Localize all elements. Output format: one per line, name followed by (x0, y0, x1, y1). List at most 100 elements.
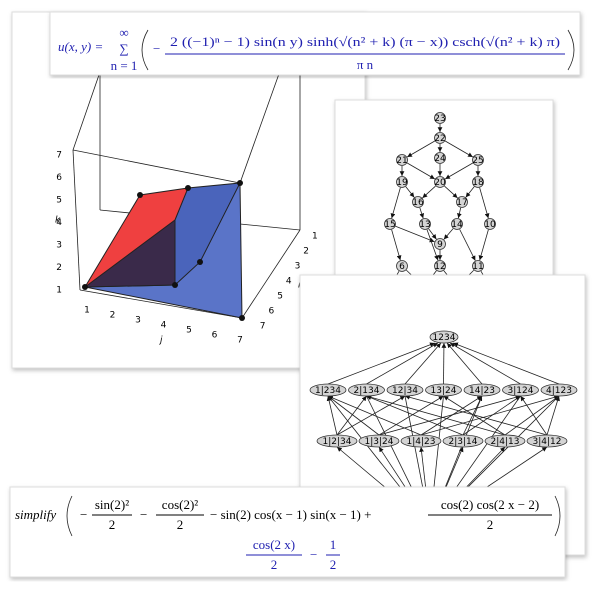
minus: − (80, 507, 87, 522)
paren (554, 495, 561, 537)
node-label: 6 (399, 262, 405, 272)
node (348, 383, 385, 397)
node (425, 383, 462, 397)
result-minus: − (310, 547, 317, 562)
edge (366, 394, 506, 436)
edge (327, 395, 422, 436)
edge (465, 186, 475, 198)
sum-symbol: ∑ (119, 41, 128, 56)
node (400, 434, 442, 448)
i-tick-label: 2 (303, 247, 309, 257)
paren (567, 29, 575, 71)
i-tick-label: 3 (295, 262, 301, 272)
k-tick-label: 7 (56, 151, 62, 161)
edge (459, 229, 476, 261)
node (316, 434, 358, 448)
node-label: 1|3|24 (365, 437, 394, 447)
edge (405, 186, 415, 198)
edge (326, 395, 338, 436)
edge (378, 395, 444, 436)
node-label: 11 (472, 262, 483, 272)
numerator: sin(2)² (95, 497, 129, 512)
node (434, 238, 446, 250)
node-label: 3|124 (508, 386, 534, 396)
denominator: 2 (487, 517, 494, 532)
node (434, 260, 446, 272)
edge (462, 395, 483, 436)
i-tick-label: 4 (286, 277, 292, 287)
paren (66, 495, 73, 537)
edge (443, 228, 454, 240)
node-label: 1|4|23 (407, 437, 436, 447)
edge (406, 140, 436, 158)
node-label: 16 (412, 198, 424, 208)
result-numerator: cos(2 x) (253, 537, 295, 552)
edge (479, 187, 490, 219)
edge (390, 187, 401, 219)
edge (453, 342, 560, 385)
command: simplify (15, 507, 56, 522)
edge (404, 394, 548, 436)
edge (457, 207, 462, 219)
edge (327, 342, 435, 385)
edge (406, 162, 436, 180)
node-label: 15 (384, 220, 395, 230)
blue-face (174, 182, 241, 287)
node-label: 13|24 (431, 386, 457, 396)
node (434, 132, 446, 144)
node-label: 18 (472, 178, 484, 188)
edge (449, 342, 521, 385)
node (434, 152, 446, 164)
k-tick-label: 5 (56, 196, 62, 206)
node-label: 4|123 (546, 386, 572, 396)
axis-label: j (158, 336, 163, 346)
node-label: 25 (472, 156, 483, 166)
node-label: 12|34 (392, 386, 418, 396)
numerator: cos(2) cos(2 x − 2) (441, 497, 539, 512)
result-denominator: 2 (330, 557, 337, 572)
node (472, 176, 484, 188)
i-tick-label: 7 (260, 322, 266, 332)
node (396, 154, 408, 166)
edge (520, 395, 548, 436)
node-label: 2|134 (354, 386, 380, 396)
edge (366, 395, 464, 436)
j-tick-label: 4 (161, 321, 167, 331)
edge (428, 228, 437, 240)
edge (391, 229, 402, 261)
numerator: cos(2)² (162, 497, 198, 512)
sum-lower: n = 1 (111, 58, 138, 73)
node (472, 260, 484, 272)
result-numerator: 1 (330, 537, 337, 552)
node-label: 1234 (433, 333, 456, 343)
edge (420, 395, 483, 436)
node-label: 1|234 (315, 386, 341, 396)
result-denominator: 2 (271, 557, 278, 572)
edge (327, 395, 380, 436)
edge (419, 207, 425, 219)
node (434, 176, 446, 188)
j-tick-label: 5 (186, 326, 192, 336)
sum-upper: ∞ (119, 25, 128, 40)
node (463, 383, 501, 397)
node-label: 14|23 (469, 386, 495, 396)
edge (546, 395, 560, 436)
node (472, 154, 484, 166)
k-tick-label: 2 (56, 263, 62, 273)
j-tick-label: 6 (212, 331, 218, 341)
sign: − (153, 41, 160, 56)
node-label: 12 (434, 262, 445, 272)
node-label: 14 (451, 220, 463, 230)
edge (404, 342, 442, 385)
node (442, 434, 484, 448)
simplify-box: simplify − sin(2)² 2 − cos(2)² 2 − sin(2… (9, 486, 566, 578)
i-tick-label: 5 (277, 292, 283, 302)
edge (444, 162, 474, 180)
j-tick-label: 3 (135, 316, 141, 326)
formula-box: u(x, y) = ∑ ∞ n = 1 − 2 ((−1)ⁿ − 1) sin(… (49, 11, 581, 76)
j-tick-label: 1 (84, 306, 90, 316)
edge (336, 395, 367, 436)
k-tick-label: 6 (56, 173, 62, 183)
node (451, 218, 463, 230)
